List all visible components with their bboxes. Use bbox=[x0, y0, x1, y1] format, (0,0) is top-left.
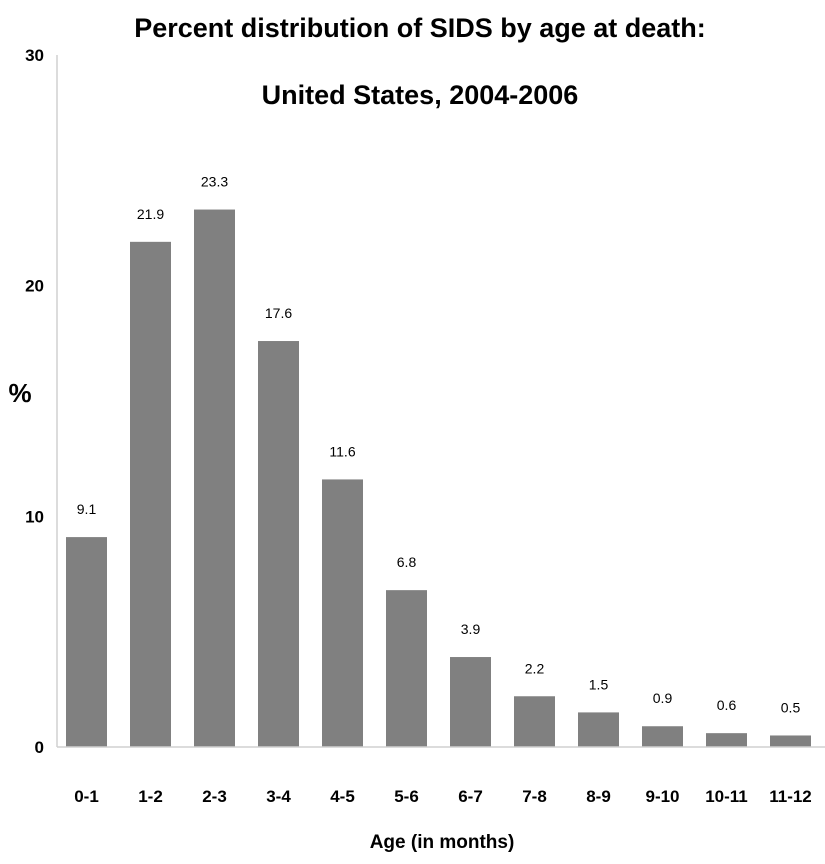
y-tick-label: 30 bbox=[25, 46, 44, 65]
x-tick-label-9-10: 9-10 bbox=[645, 787, 679, 806]
x-tick-label-10-11: 10-11 bbox=[705, 787, 748, 806]
x-tick-label-0-1: 0-1 bbox=[74, 787, 99, 806]
data-label-9-10: 0.9 bbox=[653, 690, 673, 706]
chart-title-line2: United States, 2004-2006 bbox=[262, 80, 579, 110]
bar-6-7 bbox=[450, 657, 491, 747]
x-tick-label-7-8: 7-8 bbox=[522, 787, 547, 806]
x-axis-ticks: 0-1 1-2 2-3 3-4 4-5 5-6 6-7 7-8 8-9 9-10 10-11 11-1… bbox=[74, 787, 812, 806]
y-tick-label: 20 bbox=[25, 277, 44, 296]
x-axis-label: Age (in months) bbox=[370, 832, 515, 853]
bar-4-5 bbox=[322, 479, 363, 747]
bar-9-10 bbox=[642, 726, 683, 747]
data-label-1-2: 21.9 bbox=[137, 206, 164, 222]
y-tick-label: 0 bbox=[35, 738, 44, 757]
bar-0-1 bbox=[66, 537, 107, 747]
x-tick-label-2-3: 2-3 bbox=[202, 787, 227, 806]
bar-1-2 bbox=[130, 241, 171, 747]
y-tick-label: 10 bbox=[25, 507, 44, 526]
bar-3-4 bbox=[258, 341, 299, 747]
data-label-0-1: 9.1 bbox=[77, 501, 97, 517]
y-axis: 0 10 20 30 bbox=[25, 46, 44, 757]
x-tick-label-1-2: 1-2 bbox=[138, 787, 163, 806]
data-label-11-12: 0.5 bbox=[781, 699, 801, 715]
data-label-2-3: 23.3 bbox=[201, 174, 228, 190]
data-label-7-8: 2.2 bbox=[525, 660, 545, 676]
y-axis-label: % bbox=[8, 378, 31, 408]
x-tick-label-8-9: 8-9 bbox=[586, 787, 611, 806]
x-tick-label-4-5: 4-5 bbox=[330, 787, 355, 806]
data-label-6-7: 3.9 bbox=[461, 621, 481, 637]
bar-11-12 bbox=[770, 735, 811, 747]
bar-7-8 bbox=[514, 696, 555, 747]
data-label-4-5: 11.6 bbox=[329, 443, 355, 459]
data-label-10-11: 0.6 bbox=[717, 697, 737, 713]
data-label-8-9: 1.5 bbox=[589, 676, 609, 692]
x-tick-label-6-7: 6-7 bbox=[458, 787, 483, 806]
bar-2-3 bbox=[194, 209, 235, 748]
bar-10-11 bbox=[706, 733, 747, 747]
bar-5-6 bbox=[386, 590, 427, 747]
chart-title-line1: Percent distribution of SIDS by age at d… bbox=[134, 13, 706, 43]
bars bbox=[66, 209, 811, 748]
data-label-5-6: 6.8 bbox=[397, 554, 417, 570]
x-tick-label-5-6: 5-6 bbox=[394, 787, 419, 806]
data-labels: 9.1 21.9 23.3 17.6 11.6 6.8 3.9 2.2 1.5 0.9 0.6 0.5 bbox=[77, 174, 801, 716]
data-label-3-4: 17.6 bbox=[265, 305, 292, 321]
x-tick-label-3-4: 3-4 bbox=[266, 787, 291, 806]
bar-8-9 bbox=[578, 712, 619, 747]
x-tick-label-11-12: 11-12 bbox=[769, 787, 812, 806]
